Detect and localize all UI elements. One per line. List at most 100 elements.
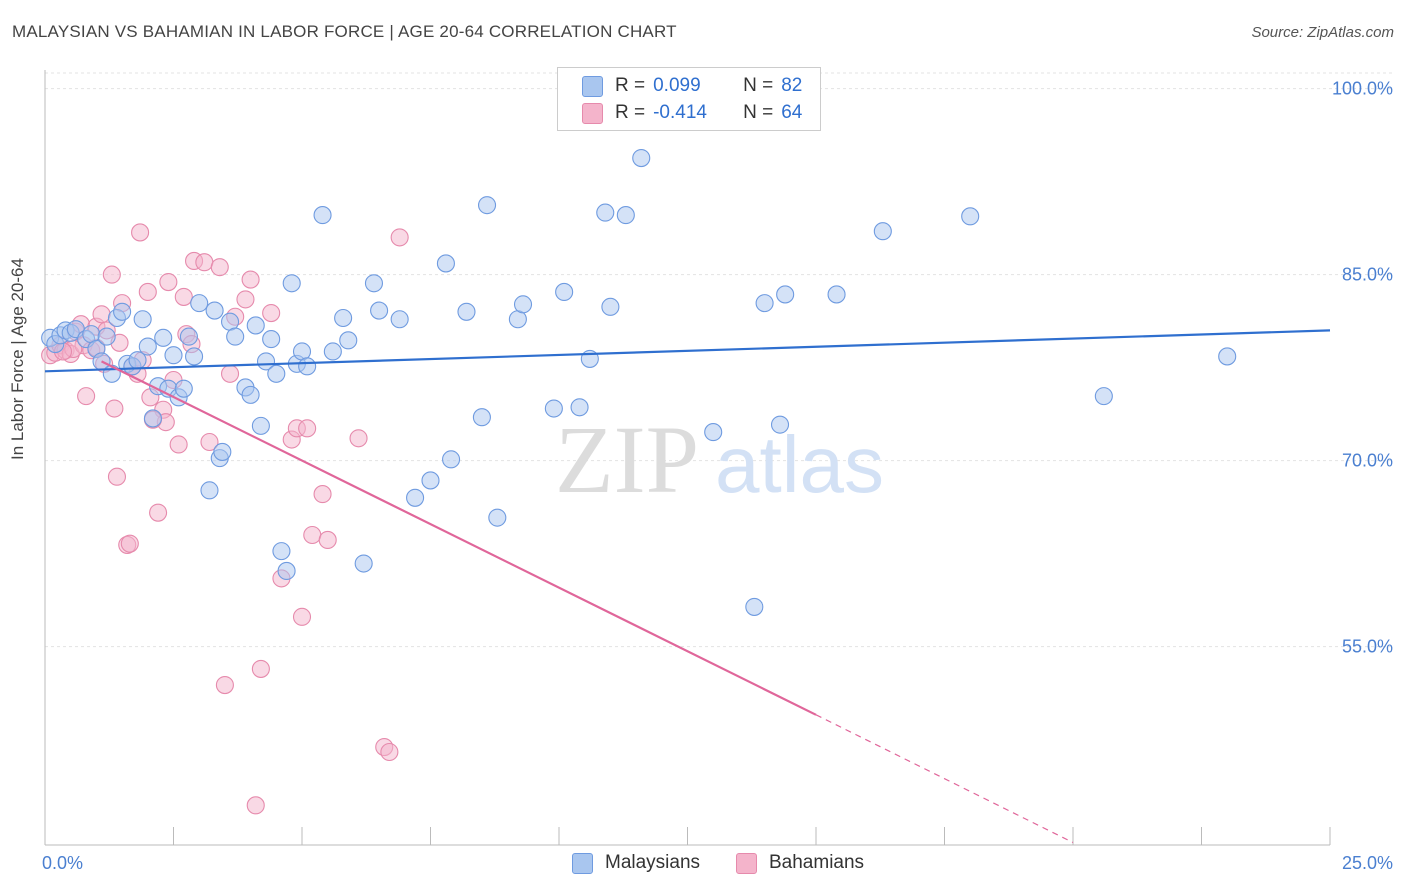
bahamians-point [149, 503, 168, 522]
malaysians-point [472, 408, 491, 427]
malaysians-point [282, 274, 301, 293]
malaysians-point [113, 302, 132, 321]
malaysians-point [457, 302, 476, 321]
malaysians-point [323, 342, 342, 361]
bahamians-point [210, 258, 229, 277]
legend-item-bahamians[interactable]: Bahamians [736, 852, 864, 874]
y-tick-label: 70.0% [1342, 451, 1393, 471]
series-legend: Malaysians Bahamians [0, 852, 1406, 876]
malaysians-point [262, 330, 281, 349]
malaysians-point [246, 316, 265, 335]
legend-label-bahamians: Bahamians [769, 852, 865, 873]
bahamians-point [120, 534, 139, 553]
malaysians-point [596, 203, 615, 222]
bahamians-point [303, 525, 322, 545]
malaysians-point [277, 561, 296, 581]
malaysians-points [41, 148, 1237, 616]
n-value: 82 [781, 75, 803, 96]
bahamians-swatch [582, 102, 603, 124]
bahamians-point [200, 432, 219, 452]
malaysians-point [406, 488, 425, 507]
malaysians-swatch [582, 75, 603, 97]
malaysians-trend-line [44, 329, 1331, 373]
malaysians-point [961, 207, 980, 226]
malaysians-point [267, 364, 286, 383]
y-tick-label: 55.0% [1342, 637, 1393, 657]
bahamians-point [107, 467, 127, 486]
bahamians-point [251, 659, 270, 678]
grid-lines [45, 72, 1395, 648]
bahamians-point [349, 429, 368, 448]
malaysians-point [421, 471, 440, 490]
y-tick-label: 100.0% [1332, 79, 1393, 99]
malaysians-point [226, 327, 245, 346]
bahamians-point [241, 270, 260, 289]
n-label: N = [743, 75, 774, 96]
trend-lines [44, 329, 1331, 844]
malaysians-point [213, 442, 232, 461]
malaysians-point [185, 347, 204, 366]
malaysians-point [339, 331, 358, 350]
x-tick-label: 0.0% [42, 853, 83, 873]
malaysians-point [1094, 387, 1113, 406]
bahamians-point [220, 364, 240, 383]
bahamians-point [195, 253, 214, 272]
watermark: ZIP atlas [555, 406, 884, 513]
malaysians-point [755, 294, 774, 313]
legend-label-malaysians: Malaysians [605, 852, 701, 873]
malaysians-point [334, 308, 353, 328]
bahamians-point [159, 272, 178, 292]
malaysians-point [1218, 347, 1237, 366]
malaysians-point [436, 254, 455, 273]
malaysians-point [205, 301, 224, 320]
source-label: Source: ZipAtlas.com [1251, 24, 1394, 41]
bahamians-point [318, 530, 337, 550]
malaysians-point [827, 285, 846, 304]
n-value: 64 [781, 102, 803, 123]
malaysians-point [442, 450, 461, 469]
bahamians-points [41, 223, 409, 815]
malaysians-point [390, 310, 409, 329]
malaysians-point [138, 337, 157, 356]
bahamians-trend-line [101, 360, 817, 716]
malaysians-point [200, 481, 219, 500]
watermark-atlas: atlas [715, 420, 884, 509]
bahamians-trend-extension [815, 714, 1074, 844]
malaysians-point [313, 206, 332, 225]
malaysians-point [174, 379, 193, 398]
bahamians-point [77, 387, 96, 406]
r-label: R = [615, 102, 646, 123]
x-tick-labels: 0.0% 25.0% [42, 853, 1393, 873]
malaysians-point [570, 398, 589, 417]
bahamians-point [390, 228, 409, 247]
malaysians-point [370, 301, 389, 320]
bahamians-point [102, 265, 121, 284]
x-tick-label: 25.0% [1342, 853, 1393, 873]
bahamians-point [105, 399, 124, 418]
bahamians-point [262, 303, 281, 323]
malaysians-point [544, 399, 563, 418]
legend-item-malaysians[interactable]: Malaysians [572, 852, 700, 874]
malaysians-point [164, 346, 183, 365]
malaysians-point [601, 297, 620, 316]
bahamians-point [169, 435, 188, 454]
malaysians-point [354, 554, 373, 573]
y-tick-labels: 100.0% 85.0% 70.0% 55.0% [1332, 79, 1393, 657]
r-label: R = [615, 75, 646, 96]
malaysians-point [632, 148, 651, 168]
malaysians-point [745, 597, 764, 616]
malaysians-point [133, 310, 152, 329]
malaysians-point [873, 222, 892, 241]
bahamians-point [236, 290, 255, 309]
bahamians-point [292, 607, 312, 626]
bahamians-point [246, 796, 265, 815]
malaysians-point [477, 196, 497, 215]
y-tick-label: 85.0% [1342, 265, 1393, 285]
malaysians-point [241, 385, 260, 404]
legend-row-bahamians: R = -0.414 N = 64 [582, 100, 802, 126]
bahamians-point [215, 675, 234, 695]
malaysians-point [298, 357, 317, 376]
malaysians-point [513, 295, 533, 314]
malaysians-point [616, 206, 635, 225]
